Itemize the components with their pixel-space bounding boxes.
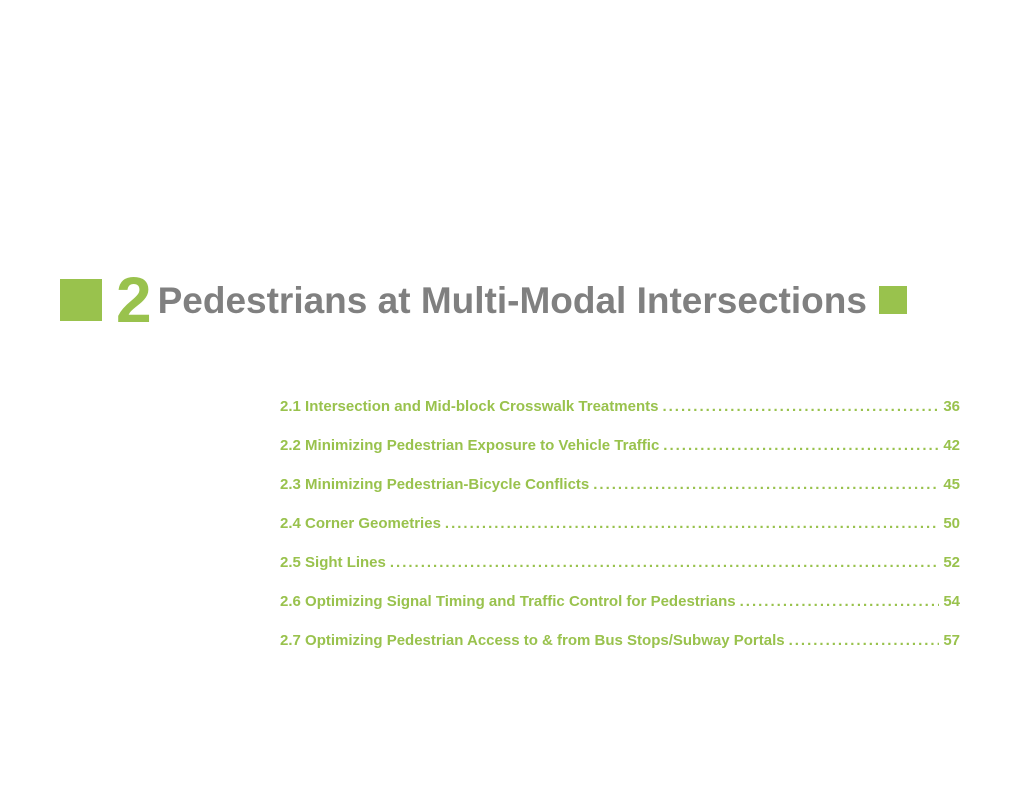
toc-dots xyxy=(593,476,939,493)
toc-dots xyxy=(390,554,939,571)
toc-entry-label: 2.4 Corner Geometries xyxy=(280,515,441,532)
toc-entry: 2.7 Optimizing Pedestrian Access to & fr… xyxy=(280,632,960,649)
chapter-title: Pedestrians at Multi-Modal Intersections xyxy=(158,282,867,319)
toc-entry: 2.2 Minimizing Pedestrian Exposure to Ve… xyxy=(280,437,960,454)
toc-entry: 2.5 Sight Lines 52 xyxy=(280,554,960,571)
decorative-square-left xyxy=(60,279,102,321)
toc-entry-label: 2.6 Optimizing Signal Timing and Traffic… xyxy=(280,593,736,610)
toc-entry: 2.3 Minimizing Pedestrian-Bicycle Confli… xyxy=(280,476,960,493)
toc-entry-label: 2.2 Minimizing Pedestrian Exposure to Ve… xyxy=(280,437,659,454)
decorative-square-right xyxy=(879,286,907,314)
toc-entry-label: 2.5 Sight Lines xyxy=(280,554,386,571)
toc-dots xyxy=(663,437,939,454)
chapter-number: 2 xyxy=(116,268,152,332)
toc-dots xyxy=(740,593,940,610)
chapter-header: 2 Pedestrians at Multi-Modal Intersectio… xyxy=(60,268,980,332)
toc-entry-page: 50 xyxy=(943,515,960,532)
toc-entry-page: 36 xyxy=(943,398,960,415)
toc-entry-page: 57 xyxy=(943,632,960,649)
toc-entry: 2.1 Intersection and Mid-block Crosswalk… xyxy=(280,398,960,415)
toc-entry-page: 52 xyxy=(943,554,960,571)
toc-entry: 2.6 Optimizing Signal Timing and Traffic… xyxy=(280,593,960,610)
toc-entry-page: 54 xyxy=(943,593,960,610)
table-of-contents: 2.1 Intersection and Mid-block Crosswalk… xyxy=(280,398,960,671)
toc-entry-page: 42 xyxy=(943,437,960,454)
toc-entry-label: 2.1 Intersection and Mid-block Crosswalk… xyxy=(280,398,658,415)
toc-entry-label: 2.3 Minimizing Pedestrian-Bicycle Confli… xyxy=(280,476,589,493)
toc-dots xyxy=(789,632,940,649)
toc-entry-page: 45 xyxy=(943,476,960,493)
toc-entry: 2.4 Corner Geometries 50 xyxy=(280,515,960,532)
toc-dots xyxy=(662,398,939,415)
toc-entry-label: 2.7 Optimizing Pedestrian Access to & fr… xyxy=(280,632,785,649)
toc-dots xyxy=(445,515,939,532)
